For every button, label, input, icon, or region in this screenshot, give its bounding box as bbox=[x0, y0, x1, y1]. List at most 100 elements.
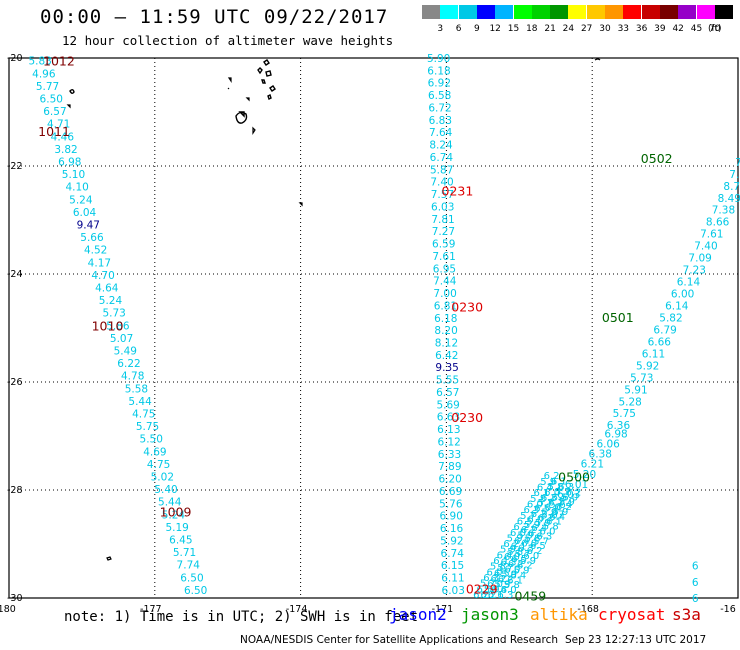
footer-timestamp: Sep 23 12:27:13 UTC 2017 bbox=[565, 634, 707, 646]
scale-swatch bbox=[476, 5, 495, 19]
track-time-label: 0231 bbox=[442, 183, 474, 198]
wave-height-value: 6.36 bbox=[607, 420, 631, 432]
track-time-label: 1009 bbox=[160, 505, 192, 520]
wave-height-value: 6.3 bbox=[497, 590, 513, 601]
wave-height-value: 6.3 bbox=[536, 531, 552, 542]
wave-height-value: 5.8 bbox=[525, 533, 541, 544]
wave-height-value: 6.5 bbox=[530, 541, 546, 552]
wave-height-value: 6.72 bbox=[428, 102, 451, 114]
satellite-legend-cryosat: cryosat bbox=[598, 605, 666, 624]
wave-height-value: 6.50 bbox=[180, 572, 203, 584]
wave-height-value: 6.38 bbox=[589, 449, 612, 461]
wave-height-value: 6.0 bbox=[487, 579, 503, 590]
wave-height-value: 5.9 bbox=[540, 477, 556, 488]
wave-height-value: 5.9 bbox=[524, 520, 540, 531]
y-tick-label: -30 bbox=[7, 593, 23, 604]
scale-swatch bbox=[678, 5, 697, 19]
wave-height-value: 6.20 bbox=[438, 474, 461, 486]
wave-height-value: 6.01 bbox=[565, 479, 588, 491]
wave-height-value: 6.3 bbox=[523, 505, 539, 516]
wave-height-value: 6.58 bbox=[428, 90, 451, 102]
wave-height-value: 7.38 bbox=[712, 205, 735, 217]
scale-label: 36 bbox=[635, 24, 648, 34]
wave-height-value: 6.14 bbox=[677, 277, 701, 289]
wave-height-value: 5.86 bbox=[106, 320, 130, 332]
wave-height-value: 6.5 bbox=[551, 492, 567, 503]
scale-swatch bbox=[696, 5, 715, 19]
wave-height-value: 9.47 bbox=[77, 220, 100, 232]
wave-height-value: 5.50 bbox=[140, 434, 163, 446]
y-tick-label: -22 bbox=[7, 161, 23, 172]
wave-height-value: 6 bbox=[692, 561, 699, 573]
wave-height-value: 6.18 bbox=[427, 65, 450, 77]
scale-swatch bbox=[623, 5, 642, 19]
wave-height-value: 6.5 bbox=[494, 568, 510, 579]
y-tick-label: -20 bbox=[7, 53, 23, 64]
wave-height-value: 6.11 bbox=[441, 573, 464, 585]
wave-height-value: 5.02 bbox=[151, 472, 174, 484]
footer-credit: NOAA/NESDIS Center for Satellite Applica… bbox=[240, 634, 558, 646]
track-time-label: 0459 bbox=[514, 588, 546, 603]
wave-height-value: 5.92 bbox=[636, 360, 659, 372]
wave-height-value: 4.71 bbox=[47, 119, 70, 131]
scale-label: 6 bbox=[455, 24, 462, 34]
scale-swatch bbox=[422, 5, 440, 19]
page-title: 00:00 – 11:59 UTC 09/22/2017 bbox=[40, 6, 389, 28]
wave-height-value: 6.2 bbox=[490, 574, 506, 585]
wave-height-value: 6.90 bbox=[440, 511, 463, 523]
wave-height-value: 6.57 bbox=[43, 106, 66, 118]
wave-height-value: 6.5 bbox=[534, 504, 550, 515]
scale-label: 70 bbox=[709, 24, 721, 34]
scale-swatch bbox=[586, 5, 605, 19]
wave-height-value: 6.0 bbox=[545, 503, 561, 514]
scale-unit-label: (ft) bbox=[708, 24, 722, 34]
wave-height-value: 6.11 bbox=[642, 348, 665, 360]
wave-height-value: 6.21 bbox=[581, 459, 604, 471]
wave-height-value: 6.98 bbox=[604, 428, 627, 440]
scale-swatch bbox=[641, 5, 660, 19]
scale-swatch bbox=[513, 5, 532, 19]
wave-height-value: 8.66 bbox=[706, 217, 730, 229]
wave-height-value: 6.04 bbox=[73, 207, 97, 219]
wave-height-value: 6.16 bbox=[440, 523, 464, 535]
wave-height-value: 6.74 bbox=[441, 548, 465, 560]
wave-height-value: 6.3 bbox=[483, 573, 499, 584]
wave-height-value: 8.73 bbox=[723, 181, 740, 193]
wave-height-value: 4.70 bbox=[91, 270, 114, 282]
wave-height-value: 5.8 bbox=[490, 562, 506, 573]
wave-height-value: 5.9 bbox=[501, 569, 517, 580]
wave-height-value: 6.4 bbox=[491, 585, 507, 596]
scale-label: 45 bbox=[690, 24, 703, 34]
scale-label: 21 bbox=[544, 24, 556, 34]
wave-height-value: 6.2 bbox=[548, 497, 564, 508]
scale-swatch bbox=[714, 5, 733, 19]
wave-height-value: 5.9 bbox=[553, 507, 569, 518]
wave-height-value: 7.44 bbox=[433, 276, 457, 288]
wave-height-value: 5.8 bbox=[504, 580, 520, 591]
wave-height-value: 6.50 bbox=[40, 94, 63, 106]
wave-height-value: 8.49 bbox=[718, 193, 740, 205]
island-outlines bbox=[66, 58, 601, 561]
wave-height-value: 6.4 bbox=[537, 483, 553, 494]
wave-height-value: 7.23 bbox=[683, 265, 706, 277]
wave-height-value: 6.66 bbox=[648, 336, 672, 348]
wave-height-value: 5.7 bbox=[515, 549, 531, 560]
wave-height-value: 7.57 bbox=[431, 189, 454, 201]
wave-height-value: 6.2 bbox=[480, 590, 496, 601]
wave-height-value: 5.73 bbox=[102, 308, 125, 320]
wave-height-value: 5.8 bbox=[543, 522, 559, 533]
wave-height-value: 6.98 bbox=[58, 157, 81, 169]
wave-height-value: 6.3 bbox=[558, 482, 574, 493]
wave-height-value: 6.3 bbox=[541, 493, 557, 504]
wave-height-value: 7.61 bbox=[700, 229, 723, 241]
wave-height-value: 5.9 bbox=[517, 531, 533, 542]
wave-height-value: 4.64 bbox=[95, 283, 119, 295]
wave-height-value: 6.0 bbox=[504, 564, 520, 575]
y-tick-label: -28 bbox=[7, 485, 23, 496]
track-time-label: 0500 bbox=[558, 470, 590, 485]
wave-height-value: 6.18 bbox=[434, 313, 457, 325]
wave-height-value: 5.7 bbox=[480, 579, 496, 590]
wave-height-value: 5.9 bbox=[484, 585, 500, 596]
scale-label: 27 bbox=[580, 24, 593, 34]
scale-label: 42 bbox=[672, 24, 684, 34]
